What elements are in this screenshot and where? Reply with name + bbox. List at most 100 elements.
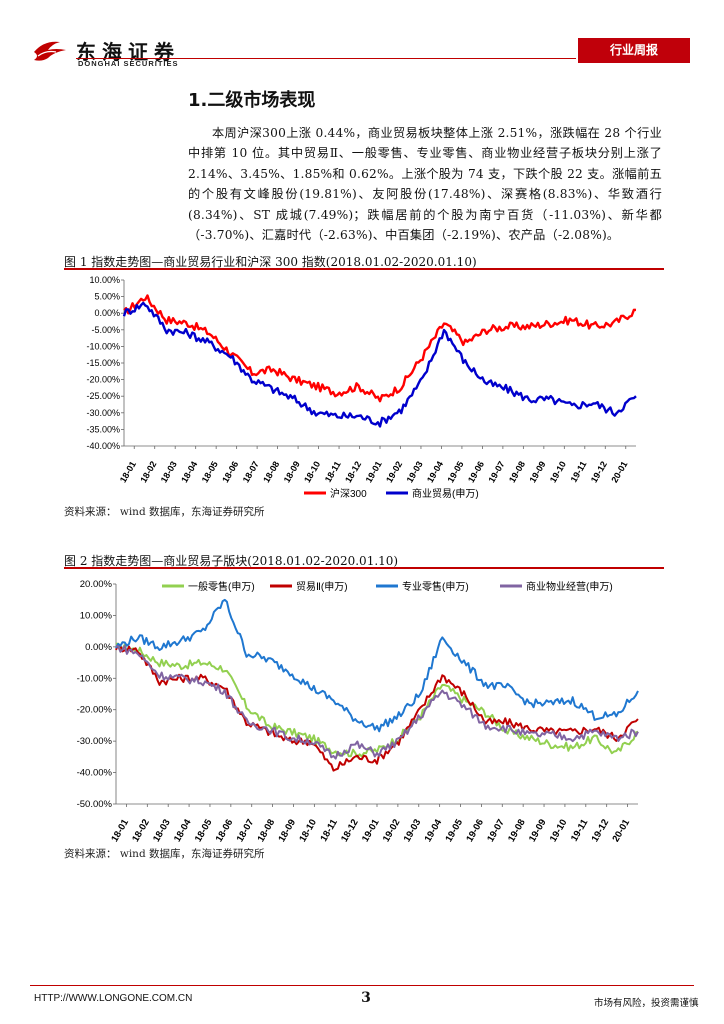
x-tick-label: 19-01 <box>364 459 384 484</box>
y-tick-label: -10.00% <box>86 341 120 351</box>
y-tick-label: -50.00% <box>77 799 113 810</box>
x-tick-label: 18-10 <box>302 459 322 484</box>
series-line-1 <box>115 643 639 772</box>
legend-label-3: 商业物业经营(申万) <box>526 580 613 593</box>
x-tick-label: 19-01 <box>360 817 382 842</box>
y-tick-label: -40.00% <box>86 441 120 451</box>
x-tick-label: 19-02 <box>384 459 404 484</box>
y-tick-label: -5.00% <box>91 325 120 335</box>
y-tick-label: -35.00% <box>86 424 120 434</box>
x-tick-label: 19-05 <box>445 459 465 484</box>
figure2-rule <box>64 567 664 569</box>
x-tick-label: 18-07 <box>241 459 261 484</box>
x-tick-label: 18-01 <box>109 817 131 842</box>
figure2-source: 资料来源： wind 数据库，东海证券研究所 <box>64 848 265 860</box>
legend-label-0: 一般零售(申万) <box>188 580 255 593</box>
x-tick-label: 19-08 <box>506 817 528 842</box>
x-tick-label: 20-01 <box>609 459 629 484</box>
legend-label-1: 贸易Ⅱ(申万) <box>296 580 348 593</box>
x-tick-label: 18-05 <box>193 817 215 842</box>
y-tick-label: -30.00% <box>86 408 120 418</box>
y-tick-label: -20.00% <box>86 375 120 385</box>
x-tick-label: 20-01 <box>610 817 632 842</box>
footer-disclaimer: 市场有风险，投资需谨慎 <box>594 998 699 1009</box>
y-tick-label: 5.00% <box>94 292 120 302</box>
x-tick-label: 18-02 <box>130 817 152 842</box>
x-tick-label: 19-12 <box>590 817 612 842</box>
body-paragraph: 本周沪深300上涨 0.44%，商业贸易板块整体上涨 2.51%，涨跌幅在 28… <box>188 126 662 243</box>
legend-label-1: 商业贸易(申万) <box>412 487 479 500</box>
x-tick-label: 19-03 <box>402 817 424 842</box>
y-tick-label: 10.00% <box>80 610 113 621</box>
y-tick-label: 0.00% <box>94 308 120 318</box>
x-tick-label: 18-06 <box>220 459 240 484</box>
x-tick-label: 18-10 <box>297 817 319 842</box>
x-tick-label: 18-08 <box>256 817 278 842</box>
x-tick-label: 18-09 <box>276 817 298 842</box>
x-tick-label: 19-03 <box>405 459 425 484</box>
x-tick-label: 19-11 <box>569 817 591 842</box>
x-tick-label: 19-04 <box>423 817 445 842</box>
y-tick-label: -15.00% <box>86 358 120 368</box>
x-tick-label: 19-07 <box>485 817 507 842</box>
x-tick-label: 19-10 <box>548 817 570 842</box>
y-tick-label: -20.00% <box>77 705 113 716</box>
y-tick-label: -10.00% <box>77 673 113 684</box>
footer-divider <box>30 985 694 986</box>
x-tick-label: 19-09 <box>527 459 547 484</box>
x-tick-label: 19-10 <box>548 459 568 484</box>
figure2-chart-svg: 20.00% 10.00% 0.00% -10.00% -20.00% -30.00% -4… <box>77 579 639 844</box>
report-type-tag: 行业周报 <box>578 38 690 63</box>
figure2-chart: 20.00% 10.00% 0.00% -10.00% -20.00% -30.00% -4… <box>64 572 664 844</box>
x-tick-label: 18-11 <box>318 817 340 842</box>
brand-name-cn: 东海证券 <box>76 40 180 64</box>
figure1-source: 资料来源： wind 数据库，东海证券研究所 <box>64 506 265 518</box>
x-tick-label: 18-11 <box>323 459 343 484</box>
x-tick-label: 18-05 <box>200 459 220 484</box>
y-tick-label: 0.00% <box>85 642 112 653</box>
y-tick-label: 10.00% <box>89 275 120 285</box>
x-tick-label: 18-06 <box>214 817 236 842</box>
section-title: 1.二级市场表现 <box>188 90 316 111</box>
x-tick-label: 19-12 <box>589 459 609 484</box>
series-line-1 <box>122 301 637 428</box>
series-line-0 <box>116 642 639 759</box>
x-tick-label: 19-09 <box>527 817 549 842</box>
x-tick-label: 18-12 <box>343 459 363 484</box>
brand-name-en: DONGHAI SECURITIES <box>78 59 179 68</box>
legend-label-0: 沪深300 <box>330 487 367 500</box>
x-tick-label: 19-08 <box>507 459 527 484</box>
x-tick-label: 18-02 <box>138 459 158 484</box>
footer-url-link[interactable]: HTTP://WWW.LONGONE.COM.CN <box>34 993 193 1004</box>
x-tick-label: 19-06 <box>464 817 486 842</box>
x-tick-label: 18-04 <box>172 817 194 842</box>
y-tick-label: -25.00% <box>86 391 120 401</box>
x-tick-label: 18-08 <box>261 459 281 484</box>
x-tick-label: 19-06 <box>466 459 486 484</box>
x-tick-label: 19-05 <box>443 817 465 842</box>
series-line-0 <box>123 294 637 403</box>
x-tick-label: 18-04 <box>179 459 199 484</box>
series-line-2 <box>115 598 639 733</box>
x-tick-label: 18-12 <box>339 817 361 842</box>
y-tick-label: -40.00% <box>77 768 113 779</box>
donghai-logo-icon <box>34 41 66 61</box>
x-tick-label: 18-09 <box>282 459 302 484</box>
figure1-rule <box>64 268 664 270</box>
x-tick-label: 18-07 <box>235 817 257 842</box>
x-tick-label: 18-03 <box>151 817 173 842</box>
figure1-caption: 图 1 指数走势图—商业贸易行业和沪深 300 指数(2018.01.02-20… <box>64 255 477 269</box>
figure1-chart-svg: 10.00% 5.00% 0.00% -5.00% -10.00% -15.00% -20.… <box>86 275 637 500</box>
x-tick-label: 19-02 <box>381 817 403 842</box>
x-tick-label: 18-03 <box>159 459 179 484</box>
y-tick-label: -30.00% <box>77 736 113 747</box>
x-tick-label: 19-11 <box>569 459 589 484</box>
header-divider <box>76 58 576 59</box>
x-tick-label: 19-04 <box>425 459 445 484</box>
figure1-chart: 10.00% 5.00% 0.00% -5.00% -10.00% -15.00% -20.… <box>64 272 664 500</box>
figure2-caption: 图 2 指数走势图—商业贸易子版块(2018.01.02-2020.01.10) <box>64 554 399 568</box>
x-tick-label: 19-07 <box>486 459 506 484</box>
series-line-3 <box>115 645 639 760</box>
page-number: 3 <box>361 990 371 1006</box>
y-tick-label: 20.00% <box>80 579 113 590</box>
